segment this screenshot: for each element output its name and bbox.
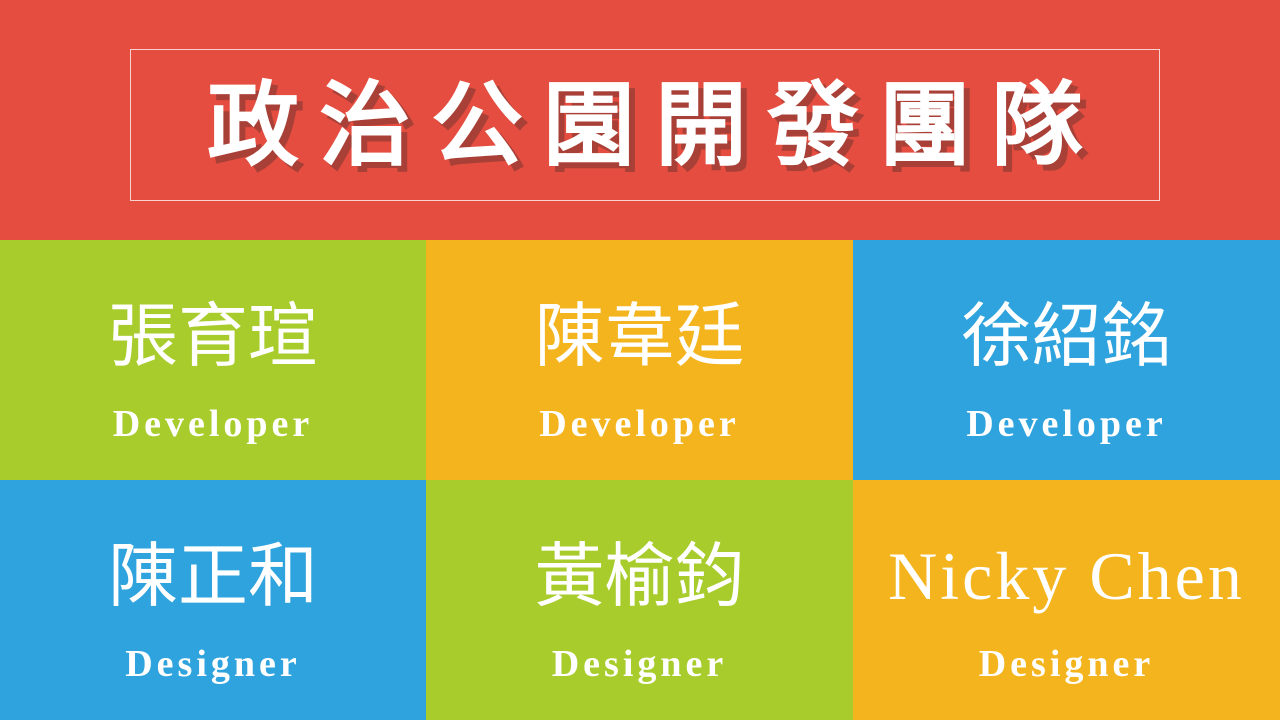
member-role: Developer: [966, 403, 1167, 445]
member-name: 徐紹銘: [961, 295, 1172, 377]
member-name: 黃榆鈞: [534, 535, 745, 617]
member-role: Developer: [112, 403, 314, 445]
page-title: 政治公園開發團隊: [206, 71, 1103, 179]
member-name: 陳韋廷: [534, 295, 745, 377]
team-card: 陳正和 Designer: [0, 480, 426, 720]
member-name: 張育瑄: [108, 295, 318, 377]
member-role: Designer: [978, 643, 1155, 685]
member-role: Designer: [551, 643, 728, 685]
title-frame: 政治公園開發團隊: [130, 49, 1160, 201]
member-name: 陳正和: [108, 535, 318, 617]
team-card: 陳韋廷 Developer: [426, 240, 853, 480]
team-grid: 張育瑄 Developer 陳韋廷 Developer 徐紹銘 Develope…: [0, 240, 1280, 720]
team-card: 張育瑄 Developer: [0, 240, 426, 480]
member-role: Designer: [125, 643, 301, 685]
header-banner: 政治公園開發團隊: [0, 0, 1280, 240]
member-name: Nicky Chen: [888, 538, 1245, 614]
team-card: 黃榆鈞 Designer: [426, 480, 853, 720]
team-card: 徐紹銘 Developer: [853, 240, 1280, 480]
member-role: Developer: [539, 403, 740, 445]
team-card: Nicky Chen Designer: [853, 480, 1280, 720]
